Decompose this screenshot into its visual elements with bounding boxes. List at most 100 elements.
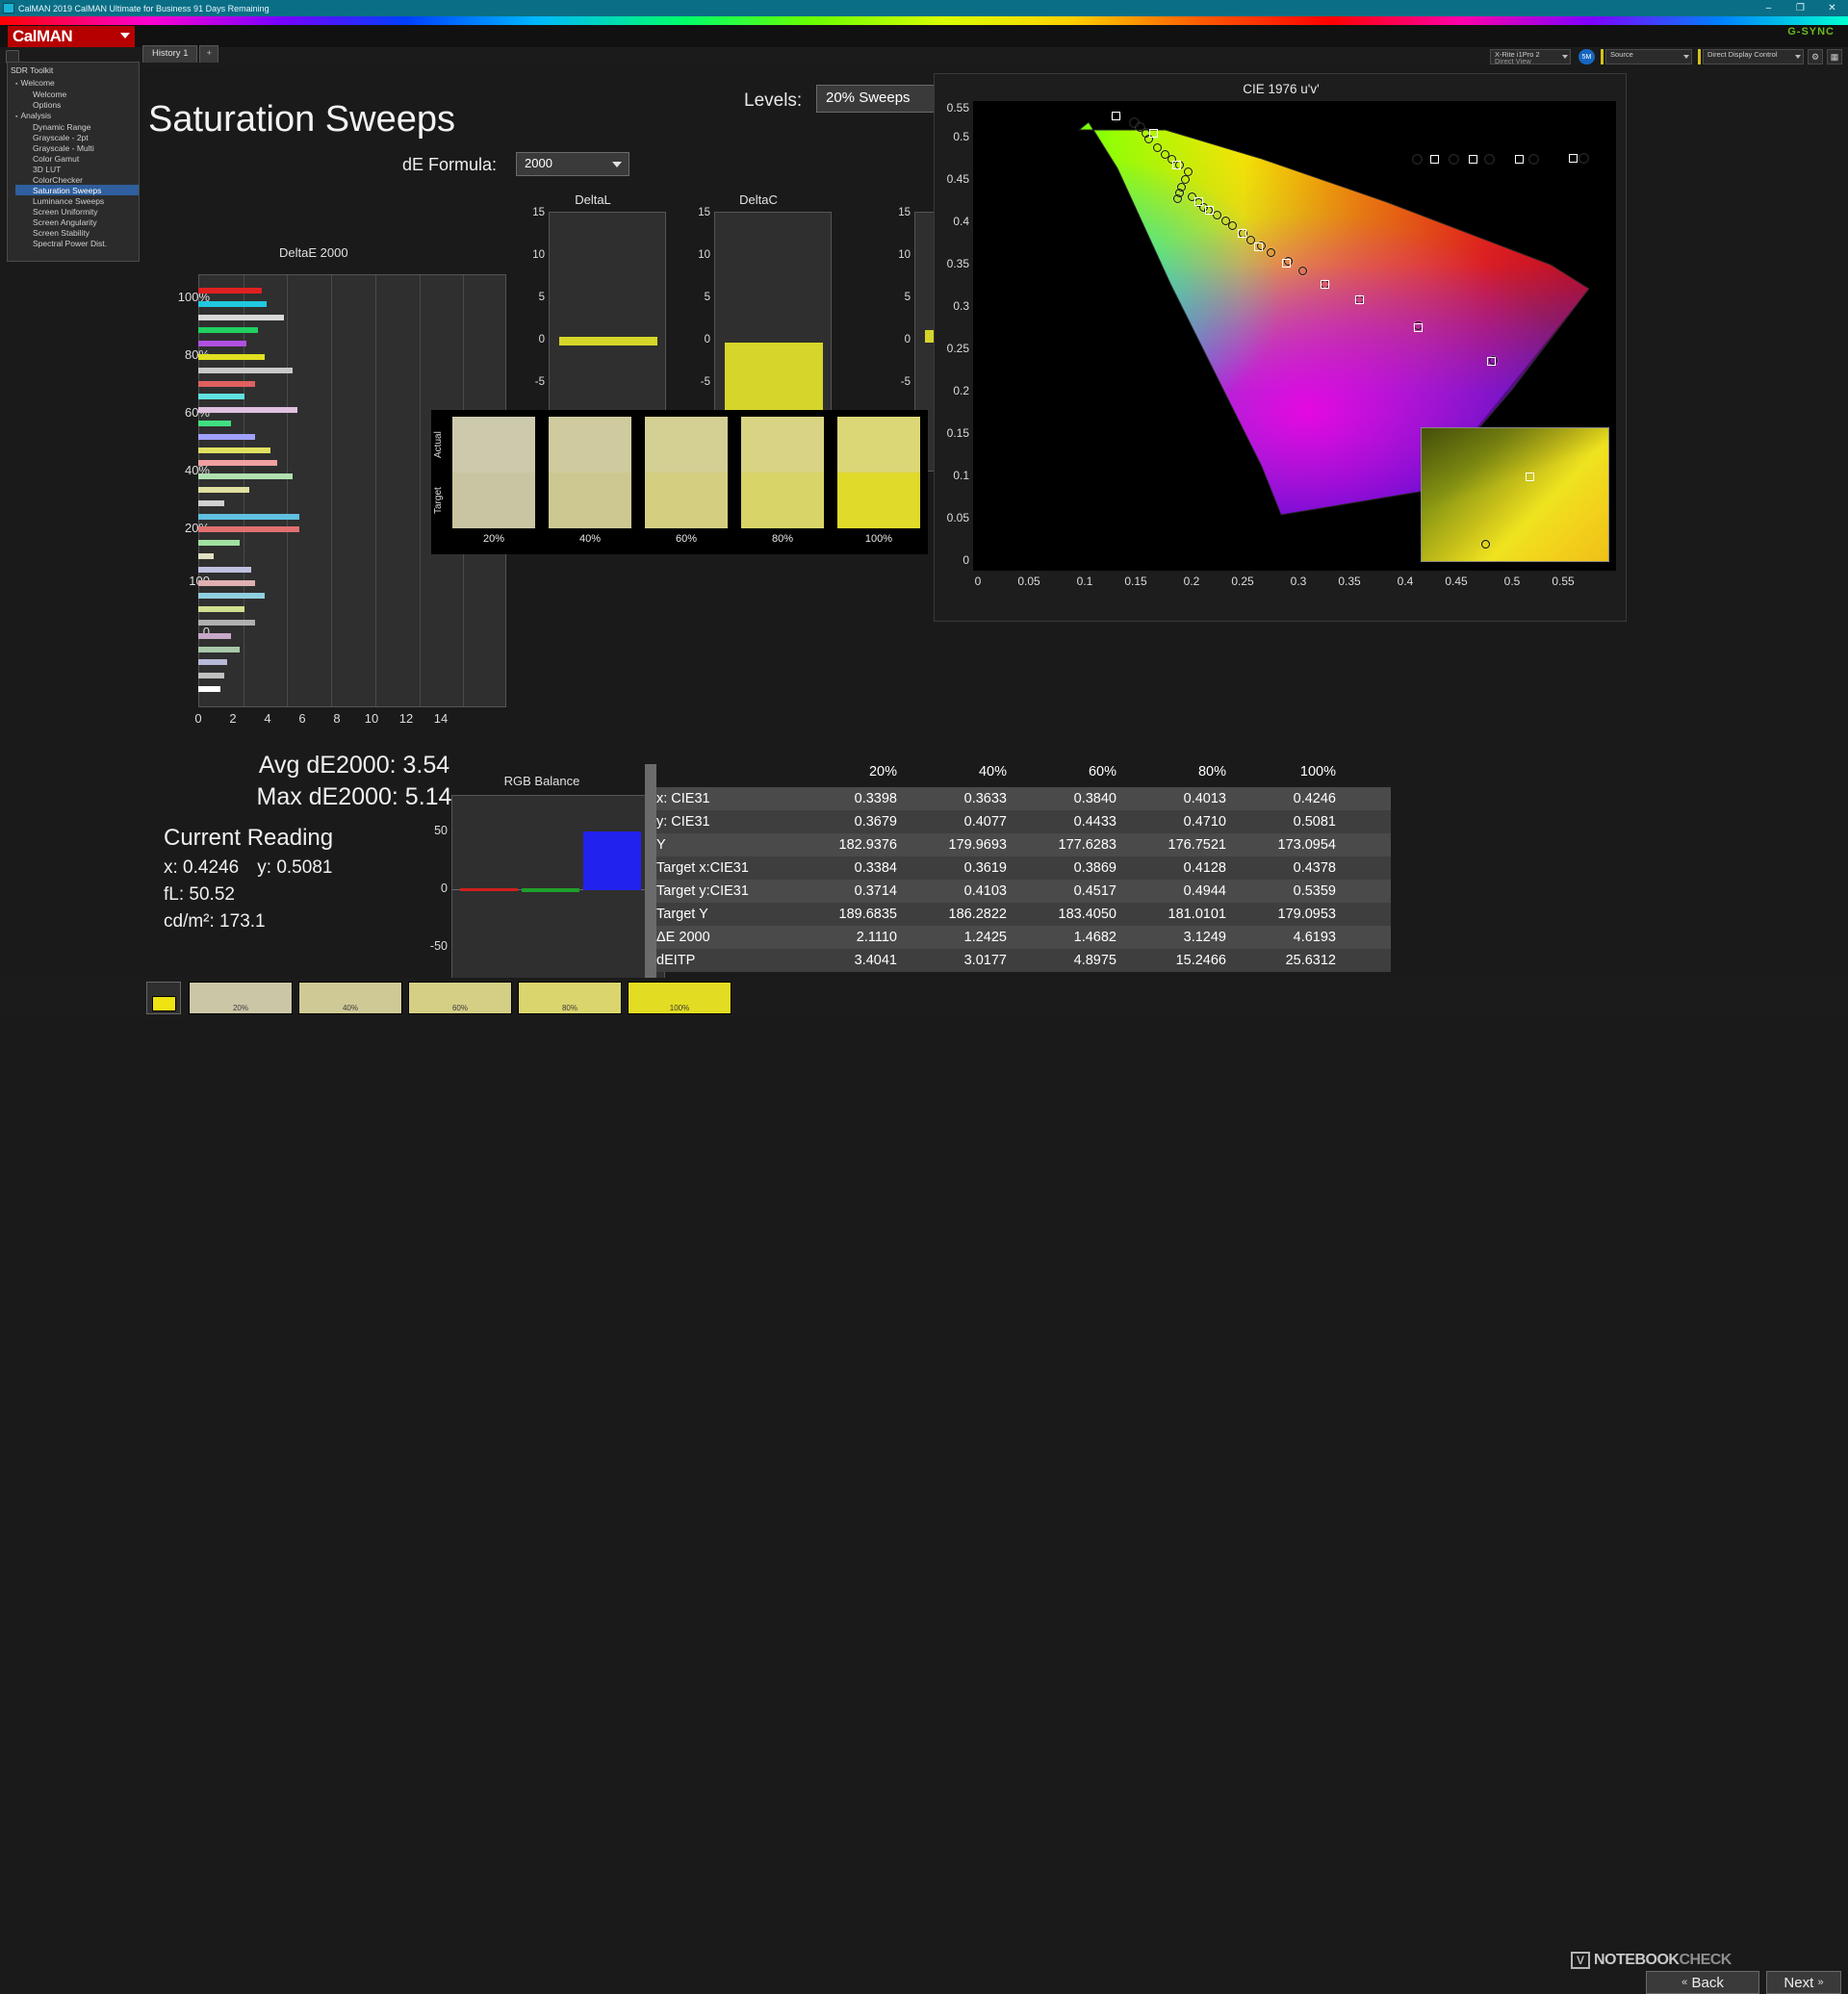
cie-measured-marker xyxy=(1227,220,1237,230)
patch-target xyxy=(837,473,920,528)
deltal-ytick-4: -5 xyxy=(534,376,545,388)
cie-target-marker xyxy=(1205,205,1214,215)
sidebar-item-options[interactable]: Options xyxy=(33,99,62,110)
table-cell: 0.3633 xyxy=(963,791,1007,806)
table-col-60: 60% xyxy=(1088,764,1116,780)
calman-logo[interactable]: CalMAN xyxy=(8,26,135,47)
brand-row: CalMAN G-SYNC xyxy=(0,25,1848,47)
sidebar-item-color-gamut[interactable]: Color Gamut xyxy=(33,153,80,164)
cie-ytick-10: 0.5 xyxy=(953,130,969,143)
table-row-label: x: CIE31 xyxy=(656,791,710,806)
chevron-down-icon[interactable] xyxy=(612,162,622,167)
cie-target-marker xyxy=(1413,322,1423,332)
table-row: x: CIE31 0.3398 0.3633 0.3840 0.4013 0.4246 xyxy=(645,787,1391,810)
table-cell: 183.4050 xyxy=(1058,907,1116,922)
cie-ytick-7: 0.35 xyxy=(946,257,969,270)
watermark: V NOTEBOOK CHECK xyxy=(1571,1950,1838,1971)
deltae-ytick-6: 0 xyxy=(202,625,210,639)
bottom-swatch-60[interactable]: 60% xyxy=(408,982,512,1014)
chevron-down-icon[interactable] xyxy=(1562,55,1568,59)
deltae-bar xyxy=(198,460,278,467)
patch-40[interactable] xyxy=(549,417,631,528)
table-cell: 182.9376 xyxy=(838,837,897,853)
patch-20[interactable] xyxy=(452,417,535,528)
meter-selector[interactable]: X-Rite i1Pro 2 Direct View xyxy=(1490,49,1571,64)
patch-actual xyxy=(549,417,631,473)
cie-xtick-10: 0.5 xyxy=(1503,575,1521,588)
add-tab-button[interactable]: + xyxy=(199,45,219,63)
minimize-button[interactable]: – xyxy=(1765,3,1772,13)
sidebar: SDR Toolkit Welcome Welcome Options Anal… xyxy=(7,62,140,262)
bottom-swatch-40[interactable]: 40% xyxy=(298,982,402,1014)
chevron-down-icon[interactable] xyxy=(120,33,130,38)
active-swatch-indicator[interactable] xyxy=(146,982,181,1014)
table-cell: 186.2822 xyxy=(948,907,1007,922)
sidebar-group-analysis: Analysis Dynamic Range Grayscale - 2pt G… xyxy=(8,110,139,248)
gear-icon[interactable]: ⚙ xyxy=(1808,49,1823,64)
sidebar-item-luminance-sweeps[interactable]: Luminance Sweeps xyxy=(33,195,105,206)
sidebar-item-screen-uniformity[interactable]: Screen Uniformity xyxy=(33,206,98,217)
deltae-bar xyxy=(198,632,232,639)
patch-label: 40% xyxy=(578,533,602,545)
table-cell: 3.4041 xyxy=(854,953,897,968)
table-cell: 176.7521 xyxy=(1168,837,1226,853)
table-cell: 3.1249 xyxy=(1183,930,1226,945)
sidebar-item-saturation-sweeps[interactable]: Saturation Sweeps xyxy=(15,185,139,195)
chevron-right-icon: » xyxy=(1817,1977,1824,1988)
tab-history-1[interactable]: History 1 xyxy=(142,45,198,63)
sidebar-item-3d-lut[interactable]: 3D LUT xyxy=(33,164,62,174)
patch-60[interactable] xyxy=(645,417,728,528)
deltae-bar xyxy=(198,540,241,547)
cie-ytick-0: 0 xyxy=(962,553,969,567)
patch-100[interactable] xyxy=(837,417,920,528)
cie-target-marker xyxy=(1254,243,1264,252)
deltac-title: DeltaC xyxy=(739,192,778,207)
patch-80[interactable] xyxy=(741,417,824,528)
display-control-selector[interactable]: Direct Display Control xyxy=(1703,49,1804,64)
deltah-ytick-4: -5 xyxy=(900,376,911,388)
de-formula-select[interactable]: 2000 xyxy=(516,152,629,176)
bottom-swatch-80[interactable]: 80% xyxy=(518,982,622,1014)
sidebar-group-label-analysis[interactable]: Analysis xyxy=(15,110,139,121)
patch-actual xyxy=(741,417,824,473)
chevron-down-icon[interactable] xyxy=(1683,55,1689,59)
sidebar-group-label-welcome[interactable]: Welcome xyxy=(15,77,139,89)
bottom-swatch-100[interactable]: 100% xyxy=(628,982,732,1014)
chevron-down-icon[interactable] xyxy=(1795,55,1801,59)
cie-xtick-0: 0 xyxy=(974,575,982,588)
deltae-bar xyxy=(198,593,265,600)
deltae-chart: DeltaE 2000 100% 80% 60% 40% 20% 100 0 0… xyxy=(154,245,635,737)
bottom-swatch-20[interactable]: 20% xyxy=(189,982,293,1014)
cie-measured-marker xyxy=(1184,166,1194,176)
sidebar-item-grayscale-multi[interactable]: Grayscale - Multi xyxy=(33,142,94,153)
source-selector[interactable]: Source xyxy=(1605,49,1692,64)
sidebar-item-grayscale-2pt[interactable]: Grayscale - 2pt xyxy=(33,132,89,142)
cie-xtick-5: 0.25 xyxy=(1231,575,1254,588)
sidebar-item-screen-angularity[interactable]: Screen Angularity xyxy=(33,217,97,227)
table-row-label: ΔE 2000 xyxy=(656,930,710,945)
close-button[interactable]: ✕ xyxy=(1828,3,1836,13)
rgb-balance-plot-area xyxy=(451,795,666,984)
cie-measured-marker xyxy=(1161,149,1170,159)
sidebar-item-spectral-power[interactable]: Spectral Power Dist. xyxy=(33,238,107,248)
maximize-button[interactable]: ❐ xyxy=(1796,3,1805,13)
sidebar-item-colorchecker[interactable]: ColorChecker xyxy=(33,174,83,185)
table-cell: 0.3679 xyxy=(854,814,897,830)
cie-xtick-8: 0.4 xyxy=(1397,575,1414,588)
table-cell: 179.0953 xyxy=(1277,907,1336,922)
main-content: Saturation Sweeps Levels: 20% Sweeps dE … xyxy=(142,64,1840,1014)
patch-label: 80% xyxy=(771,533,794,545)
sidebar-item-welcome[interactable]: Welcome xyxy=(33,89,67,99)
sidebar-item-dynamic-range[interactable]: Dynamic Range xyxy=(33,121,91,132)
back-button[interactable]: « Back xyxy=(1646,1971,1759,1994)
sidebar-item-screen-stability[interactable]: Screen Stability xyxy=(33,227,90,238)
active-swatch-color xyxy=(152,996,176,1011)
cie-target-marker xyxy=(1469,154,1478,164)
cie-ytick-1: 0.05 xyxy=(946,511,969,524)
cie-xtick-6: 0.3 xyxy=(1290,575,1307,588)
deltae-xtick-2: 4 xyxy=(264,711,271,726)
cie-measured-marker xyxy=(1172,194,1182,204)
grid-icon[interactable]: ▦ xyxy=(1827,49,1842,64)
next-button[interactable]: Next » xyxy=(1766,1971,1841,1994)
cie-zoom-inset[interactable] xyxy=(1421,427,1610,563)
